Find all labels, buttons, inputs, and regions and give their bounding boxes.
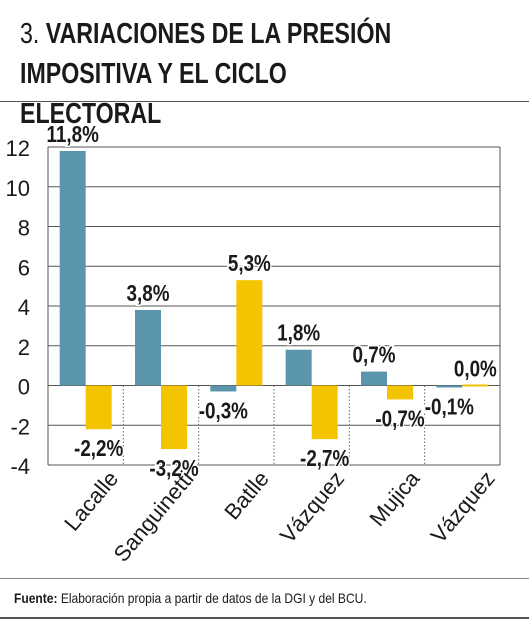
bar (135, 309, 161, 386)
y-tick-label: -2 (10, 414, 30, 439)
y-tick-label: 4 (18, 295, 30, 320)
data-label: -2,2% (74, 437, 124, 462)
data-label: -0,7% (375, 407, 425, 432)
category-label: Vázquez (426, 466, 500, 548)
y-tick-label: 2 (18, 335, 30, 360)
source-label: Fuente: (14, 590, 58, 606)
chart-title: 3. VARIACIONES DE LA PRESIÓN IMPOSITIVA … (20, 14, 420, 134)
source-note: Fuente: Elaboración propia a partir de d… (14, 590, 367, 606)
y-tick-label: -4 (10, 454, 30, 479)
source-text: Elaboración propia a partir de datos de … (60, 590, 367, 606)
footer-divider (0, 578, 529, 579)
bar (285, 349, 312, 386)
chart-title-text: VARIACIONES DE LA PRESIÓN IMPOSITIVA Y E… (20, 18, 392, 130)
bar (361, 371, 387, 386)
y-tick-label: 12 (6, 136, 30, 161)
bar-chart: 12 10 8 6 4 2 0 -2 -4 11,8% 3,8% -0,3% 1,8% 0,7% -0,1%… (6, 121, 501, 567)
title-divider (0, 101, 529, 102)
category-label: Lacalle (59, 466, 123, 535)
category-label: Mujica (364, 466, 425, 531)
bar (387, 385, 413, 400)
y-tick-label: 6 (18, 255, 30, 280)
data-label: -0,3% (199, 399, 249, 424)
bar (236, 280, 263, 386)
bar (59, 150, 86, 386)
data-label: 3,8% (127, 281, 170, 306)
chart-title-number: 3. (20, 18, 40, 50)
y-tick-label: 8 (18, 216, 30, 241)
data-label: -0,1% (425, 395, 475, 420)
y-tick-label: 10 (6, 176, 30, 201)
category-label: Batlle (219, 466, 274, 524)
bar (436, 385, 463, 388)
bottom-border (0, 617, 529, 619)
bar (85, 385, 112, 430)
bar (462, 384, 489, 387)
category-label: Vázquez (275, 466, 349, 548)
data-label: 0,0% (454, 357, 497, 382)
data-label: 1,8% (277, 321, 320, 346)
data-label: 11,8% (46, 122, 99, 147)
data-label: -3,2% (149, 456, 199, 481)
data-label: -2,7% (300, 446, 350, 471)
bar (311, 385, 338, 440)
bar (210, 385, 237, 392)
bar (161, 385, 187, 450)
y-tick-label: 0 (18, 375, 30, 400)
data-label: 5,3% (228, 251, 271, 276)
data-label: 0,7% (353, 343, 396, 368)
